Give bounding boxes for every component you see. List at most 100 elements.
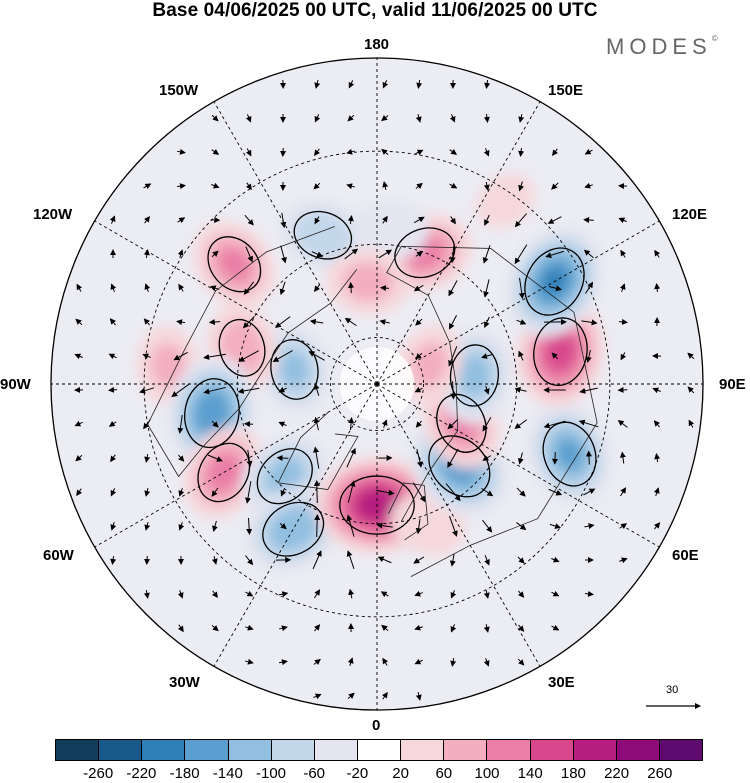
wind-arrow	[583, 217, 594, 224]
wind-arrow	[483, 589, 490, 599]
wind-arrow	[278, 421, 287, 428]
colorbar-box	[357, 740, 402, 760]
meridian-line	[376, 383, 660, 548]
wind-arrow	[308, 351, 325, 361]
anomaly-level	[150, 343, 186, 389]
wind-arrow	[144, 453, 151, 463]
wind-arrow	[347, 281, 354, 294]
wind-arrow	[178, 522, 185, 531]
wind-arrow	[578, 419, 599, 428]
wind-arrow	[144, 555, 151, 565]
wind-arrow	[313, 693, 322, 700]
wind-arrow	[313, 589, 321, 599]
wind-arrow	[313, 658, 321, 665]
wind-arrow	[416, 449, 423, 468]
wind-arrow	[617, 420, 628, 428]
wind-arrow	[687, 352, 695, 360]
wind-arrow	[381, 691, 388, 700]
wind-arrow	[110, 555, 117, 565]
wind-arrow	[514, 419, 528, 429]
wind-arrow	[245, 246, 253, 263]
wind-arrow	[211, 250, 219, 258]
wind-arrow	[143, 215, 150, 224]
wind-arrow	[75, 318, 83, 326]
colorbar-box	[401, 740, 445, 760]
wind-arrow	[448, 346, 458, 367]
wind-arrow	[245, 555, 254, 566]
flow-contour	[207, 236, 262, 293]
wind-arrow	[483, 113, 490, 123]
wind-arrow	[514, 244, 528, 265]
flow-contour	[394, 227, 456, 279]
wind-arrow	[176, 148, 186, 155]
wind-arrow	[413, 216, 425, 224]
anomaly-level	[293, 210, 353, 260]
colorbar	[55, 739, 703, 761]
wind-arrow	[143, 318, 150, 326]
wind-arrow	[139, 387, 155, 394]
anomaly-level	[193, 390, 230, 436]
wind-arrow	[177, 217, 186, 224]
wind-arrow	[313, 284, 320, 292]
wind-arrow	[313, 383, 320, 396]
meridian-line	[376, 220, 660, 385]
brand-name: MODES	[606, 34, 712, 59]
wind-arrow	[449, 554, 456, 567]
wind-arrow	[279, 281, 286, 296]
wind-arrow	[483, 623, 490, 633]
colorbar-box	[659, 740, 703, 760]
wind-arrow	[381, 148, 389, 155]
wind-arrow	[314, 148, 321, 157]
wind-arrow	[585, 349, 592, 363]
wind-arrow	[280, 488, 287, 497]
flow-contour	[256, 448, 313, 505]
wind-arrow	[618, 217, 627, 224]
wind-arrow	[654, 453, 661, 463]
wind-arrow	[245, 114, 252, 123]
colorbar-tick-label: 220	[604, 765, 630, 782]
wind-vectors	[74, 79, 695, 701]
lon-label-120e: 120E	[672, 206, 708, 223]
wind-arrow	[348, 588, 355, 599]
wind-arrow	[311, 251, 324, 258]
wind-arrow	[109, 318, 116, 326]
colorbar-box	[142, 740, 186, 760]
meridian-line	[376, 383, 541, 667]
lon-label-90w: 90W	[0, 376, 31, 393]
wind-arrow	[110, 454, 117, 463]
wind-arrow	[143, 183, 152, 190]
wind-arrow	[518, 350, 524, 361]
wind-arrow	[583, 249, 594, 259]
wind-arrow	[272, 350, 293, 362]
wind-arrow	[447, 419, 459, 430]
wind-arrow	[314, 624, 321, 632]
wind-arrow	[619, 451, 626, 464]
wind-arrow	[378, 249, 393, 259]
anomaly-level	[556, 438, 583, 470]
wind-arrow	[413, 284, 424, 292]
lon-label-150w: 150W	[159, 82, 199, 99]
wind-arrow	[517, 556, 525, 564]
wind-arrow	[203, 353, 226, 360]
wind-arrow	[415, 518, 422, 535]
lon-label-30w: 30W	[169, 674, 200, 691]
colorbar-tick-label: 100	[474, 765, 500, 782]
wind-arrow	[144, 283, 151, 292]
wind-arrow	[415, 114, 422, 123]
lon-label-60w: 60W	[43, 547, 74, 564]
wind-arrow	[314, 216, 321, 225]
wind-arrow	[381, 115, 389, 122]
wind-arrow	[450, 657, 457, 667]
wind-arrow	[278, 625, 288, 632]
wind-arrow	[450, 590, 457, 599]
wind-arrow	[447, 448, 459, 468]
wind-arrow	[381, 419, 388, 428]
wind-arrow	[245, 590, 254, 597]
wind-arrow	[276, 454, 289, 461]
lon-label-120w: 120W	[33, 206, 73, 223]
wind-arrow	[654, 283, 661, 293]
wind-arrow	[244, 214, 254, 226]
wind-arrow	[484, 316, 490, 328]
wind-arrow	[177, 454, 185, 462]
wind-arrow	[245, 481, 252, 504]
